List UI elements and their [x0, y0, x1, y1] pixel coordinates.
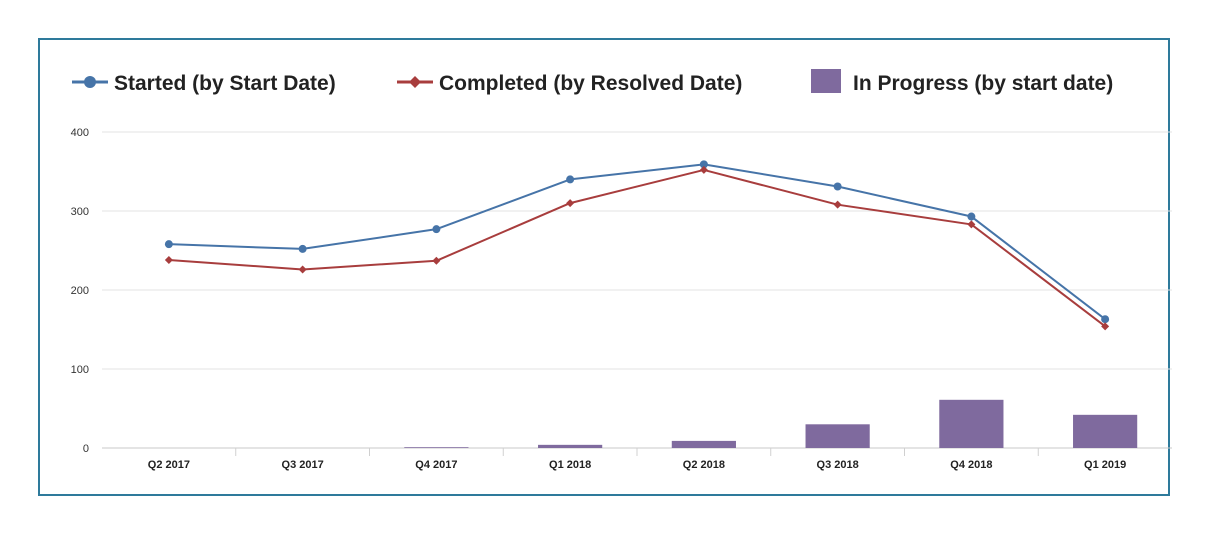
point-marker [164, 240, 173, 249]
point-marker [1101, 315, 1110, 324]
x-tick-label: Q2 2018 [683, 459, 725, 471]
legend-item-label: Completed (by Resolved Date) [439, 72, 742, 95]
bar-q1-2019 [1073, 414, 1138, 448]
x-axis: Q2 2017 Q3 2017 Q4 2017 Q1 2018 Q2 2018 Q3 20… [148, 448, 1126, 471]
bar-q3-2018 [805, 424, 870, 448]
x-tick-label: Q1 2019 [1084, 459, 1126, 471]
point-marker [298, 265, 307, 274]
chart-frame: Started (by Start Date) Completed (by Res… [38, 38, 1172, 496]
y-tick-label: 200 [71, 285, 89, 297]
y-tick-label: 400 [71, 127, 89, 139]
legend: Started (by Start Date) Completed (by Res… [72, 69, 1113, 95]
y-tick-label: 300 [71, 206, 89, 218]
bar-q2-2018 [671, 440, 736, 448]
point-marker [967, 220, 976, 229]
y-tick-label: 100 [71, 364, 89, 376]
x-tick-label: Q3 2017 [282, 459, 324, 471]
legend-item-label: In Progress (by start date) [853, 72, 1113, 95]
legend-swatch-bar [811, 69, 841, 93]
point-marker [1101, 322, 1110, 331]
y-axis-ticks: 0 100 200 300 400 [71, 127, 89, 455]
point-marker [566, 175, 575, 184]
bar-q1-2018 [538, 444, 603, 448]
bar-series [404, 399, 1138, 448]
series-line-started-by-start-date [168, 163, 1106, 321]
point-marker [833, 182, 842, 191]
x-tick-label: Q4 2017 [415, 459, 457, 471]
x-tick-label: Q1 2018 [549, 459, 591, 471]
x-tick-label: Q2 2017 [148, 459, 190, 471]
chart-svg: Started (by Start Date) Completed (by Res… [71, 69, 1172, 471]
point-marker [699, 160, 708, 169]
y-tick-label: 0 [83, 443, 89, 455]
legend-marker-diamond [409, 76, 421, 88]
point-marker [164, 255, 173, 264]
point-marker [432, 225, 441, 234]
grid [102, 131, 1172, 449]
bar-q4-2017 [404, 447, 469, 448]
legend-marker-circle [84, 76, 96, 88]
x-tick-label: Q3 2018 [817, 459, 859, 471]
point-marker [298, 244, 307, 253]
point-marker [432, 256, 441, 265]
bar-q4-2018 [939, 399, 1004, 448]
legend-item-label: Started (by Start Date) [114, 72, 336, 95]
point-marker [566, 199, 575, 208]
line-series [164, 160, 1110, 331]
point-marker [699, 165, 708, 174]
series-line-completed-by-resolved-date [168, 168, 1106, 328]
x-tick-label: Q4 2018 [950, 459, 992, 471]
point-marker [833, 200, 842, 209]
point-marker [967, 212, 976, 221]
